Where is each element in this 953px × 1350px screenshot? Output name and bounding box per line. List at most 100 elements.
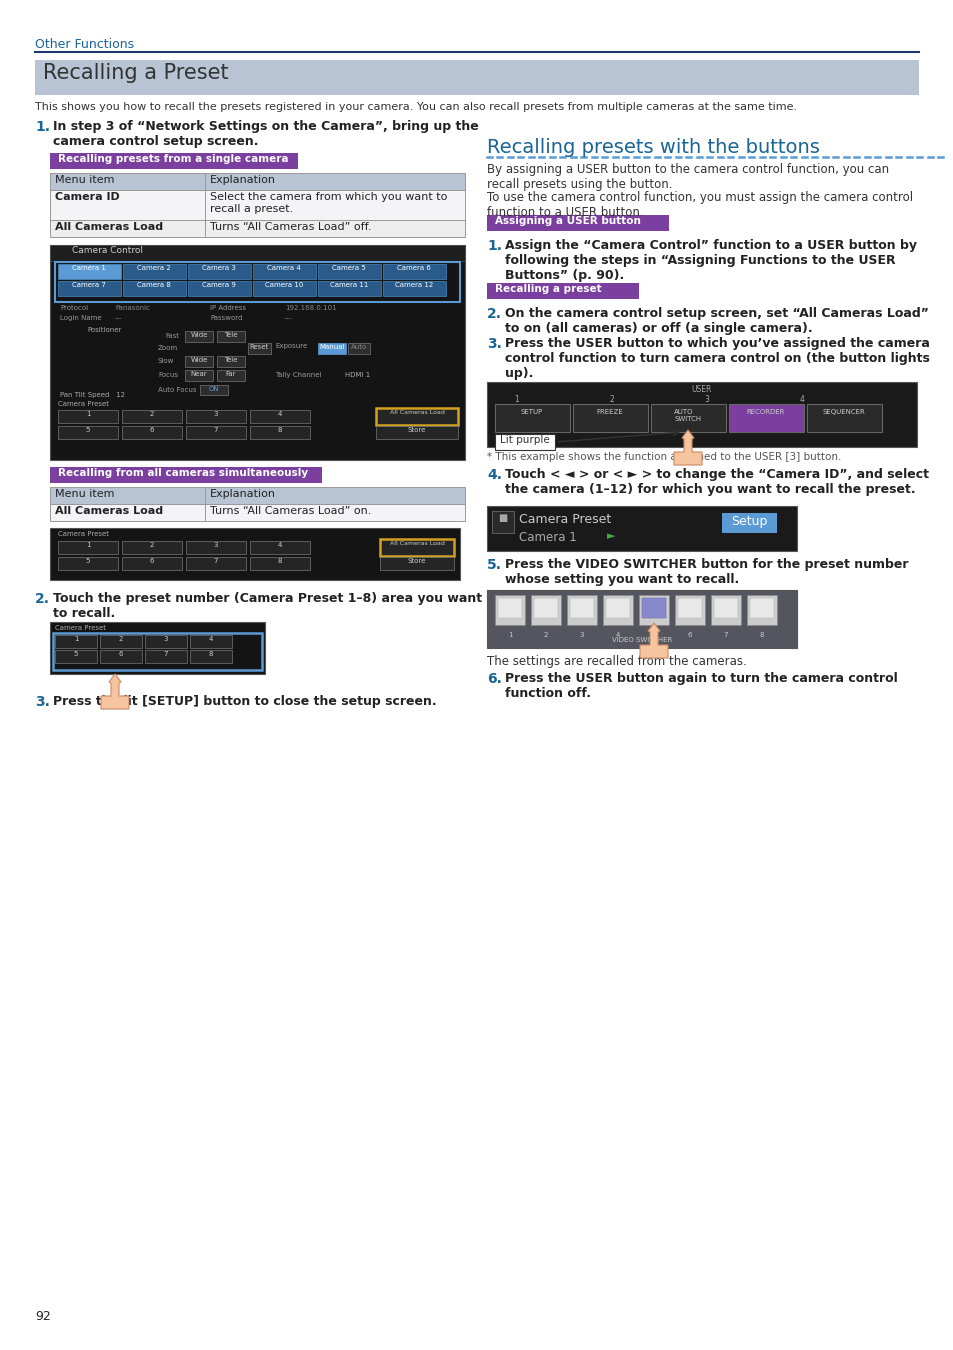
Text: This shows you how to recall the presets registered in your camera. You can also: This shows you how to recall the presets… [35, 103, 797, 112]
Bar [710, 595, 740, 625]
Text: Reset: Reset [249, 344, 269, 350]
Text: 7: 7 [213, 558, 218, 564]
Text: 6.: 6. [486, 672, 501, 686]
Text: 1: 1 [507, 632, 512, 639]
Text: Camera 7: Camera 7 [72, 282, 106, 288]
Text: All Cameras Load: All Cameras Load [389, 410, 444, 414]
Text: Camera Preset: Camera Preset [58, 401, 109, 406]
Bar [50, 153, 297, 169]
Bar [190, 649, 232, 663]
Bar [650, 404, 725, 432]
Bar [190, 634, 232, 648]
Text: Lit purple: Lit purple [499, 435, 549, 446]
Bar [379, 539, 454, 556]
Text: Camera 11: Camera 11 [330, 282, 368, 288]
Text: Auto: Auto [351, 344, 367, 350]
Bar [806, 404, 882, 432]
Text: USER: USER [691, 385, 712, 394]
Text: 6: 6 [150, 427, 154, 433]
Text: FREEZE: FREEZE [596, 409, 622, 414]
Text: Wide: Wide [190, 332, 208, 338]
Text: All Cameras Load: All Cameras Load [55, 506, 163, 516]
Text: 2: 2 [150, 541, 154, 548]
Bar [123, 281, 186, 296]
Text: Far: Far [226, 371, 236, 377]
Bar [185, 370, 213, 381]
Bar [200, 385, 228, 396]
Text: 3: 3 [579, 632, 583, 639]
Text: Camera 1: Camera 1 [518, 531, 577, 544]
Bar [55, 649, 97, 663]
Text: 1: 1 [73, 636, 78, 643]
Bar [382, 281, 446, 296]
Text: 3.: 3. [486, 338, 501, 351]
Text: 6: 6 [687, 632, 692, 639]
Text: Positioner: Positioner [88, 327, 122, 333]
Text: The settings are recalled from the cameras.: The settings are recalled from the camer… [486, 655, 746, 668]
Text: 3: 3 [704, 396, 709, 404]
Text: RECORDER: RECORDER [746, 409, 784, 414]
Bar [50, 467, 322, 483]
Text: 2: 2 [150, 410, 154, 417]
Text: Password: Password [210, 315, 242, 321]
Text: 5: 5 [651, 632, 656, 639]
Bar [375, 408, 457, 425]
Text: VIDEO SWITCHER: VIDEO SWITCHER [611, 637, 672, 643]
Bar [495, 404, 569, 432]
Text: ---: --- [285, 315, 293, 321]
Bar [317, 281, 380, 296]
Text: Recalling presets with the buttons: Recalling presets with the buttons [486, 138, 819, 157]
Text: Press the VIDEO SWITCHER button for the preset number
whose setting you want to : Press the VIDEO SWITCHER button for the … [504, 558, 907, 586]
Text: Recalling a preset: Recalling a preset [495, 284, 601, 294]
Bar [534, 598, 558, 618]
Text: Camera Preset: Camera Preset [58, 531, 109, 537]
Text: 1: 1 [86, 410, 91, 417]
Text: 8: 8 [209, 651, 213, 657]
Text: Menu item: Menu item [55, 176, 114, 185]
Ellipse shape [50, 467, 66, 483]
Text: Recalling a Preset: Recalling a Preset [43, 63, 229, 82]
Bar [145, 649, 187, 663]
Bar [250, 427, 310, 439]
Bar [721, 513, 776, 533]
Ellipse shape [622, 284, 639, 298]
Bar [317, 343, 346, 354]
Text: ---: --- [115, 315, 122, 321]
Bar [253, 281, 315, 296]
Bar [50, 220, 464, 238]
Bar [379, 558, 454, 570]
Text: Focus: Focus [158, 373, 178, 378]
Text: Explanation: Explanation [210, 489, 275, 500]
Text: Press the lit [SETUP] button to close the setup screen.: Press the lit [SETUP] button to close th… [53, 695, 436, 707]
Text: Recalling from all cameras simultaneously: Recalling from all cameras simultaneousl… [58, 468, 308, 478]
Bar [216, 370, 245, 381]
Bar [216, 331, 245, 342]
Bar [641, 598, 665, 618]
Text: Zoom: Zoom [158, 346, 178, 351]
Text: Login Name: Login Name [60, 315, 102, 321]
Bar [749, 598, 773, 618]
Text: Assigning a USER button: Assigning a USER button [495, 216, 640, 225]
Text: 5: 5 [86, 558, 91, 564]
Text: 2: 2 [119, 636, 123, 643]
Text: 3: 3 [213, 541, 218, 548]
Text: Press the USER button again to turn the camera control
function off.: Press the USER button again to turn the … [504, 672, 897, 701]
Circle shape [77, 332, 132, 387]
Text: Fast: Fast [165, 333, 179, 339]
Text: Camera 9: Camera 9 [202, 282, 235, 288]
Bar [58, 541, 118, 554]
Text: Camera Control: Camera Control [71, 246, 143, 255]
Ellipse shape [486, 215, 502, 231]
Text: Recalling presets from a single camera: Recalling presets from a single camera [58, 154, 288, 163]
Bar [185, 331, 213, 342]
Bar [50, 173, 464, 190]
Text: Camera Preset: Camera Preset [518, 513, 611, 526]
Polygon shape [673, 431, 701, 464]
Text: 2.: 2. [35, 593, 50, 606]
Text: AUTO
SWITCH: AUTO SWITCH [674, 409, 700, 423]
Bar [186, 410, 246, 423]
Text: 5.: 5. [486, 558, 501, 572]
Text: Select the camera from which you want to
recall a preset.: Select the camera from which you want to… [210, 192, 447, 213]
Text: 7: 7 [164, 651, 168, 657]
Text: Explanation: Explanation [210, 176, 275, 185]
